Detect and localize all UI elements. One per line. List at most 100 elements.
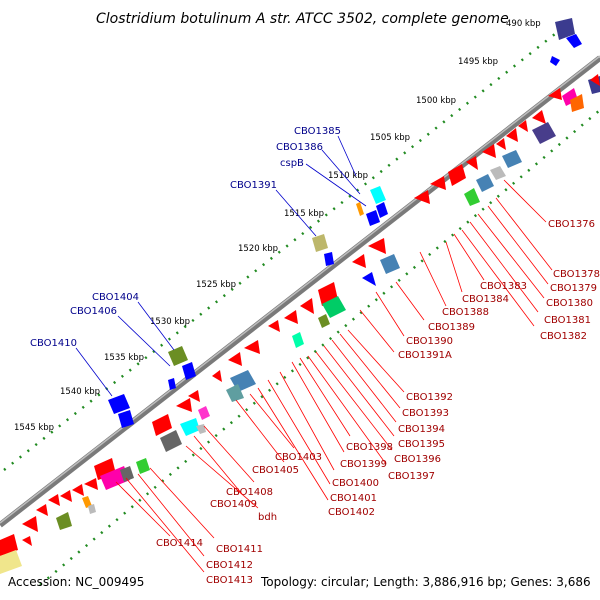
gene-label: CBO1394 (398, 424, 445, 435)
gene-block (292, 332, 304, 348)
gene-arrow (176, 398, 192, 412)
leader-line (419, 251, 447, 307)
leader-line (279, 371, 335, 471)
gene-label: CBO1404 (92, 292, 139, 303)
leader-line (249, 393, 295, 449)
gene-arrow (118, 410, 134, 428)
leader-line (117, 315, 171, 367)
leader-line (267, 379, 331, 485)
tick-label: 490 kbp (506, 19, 541, 29)
gene-label: CBO1401 (330, 493, 377, 504)
gene-block (226, 384, 244, 402)
leader-line (359, 309, 395, 353)
gene-arrow (496, 138, 506, 150)
inner-dotted-track (39, 109, 600, 586)
gene-arrow (48, 494, 60, 506)
gene-block (312, 234, 328, 252)
gene-label: CBO1381 (544, 315, 591, 326)
leader-line (115, 481, 171, 537)
gene-arrow (212, 370, 222, 382)
gene-arrow (60, 490, 72, 502)
gene-label: CBO1391A (398, 350, 452, 361)
leader-line (235, 399, 285, 463)
gene-label: CBO1388 (442, 307, 489, 318)
gene-block (136, 458, 150, 474)
leader-line (321, 149, 361, 195)
gene-arrow (590, 74, 600, 86)
gene-block (318, 314, 330, 328)
gene-label: CBO1414 (156, 538, 203, 549)
leader-line (375, 291, 405, 337)
gene-label: CBO1410 (30, 338, 77, 349)
leader-line (487, 205, 549, 285)
gene-label: CBO1412 (206, 560, 253, 571)
reverse-gene-labels: CBO1385 CBO1386 cspB CBO1391 CBO1404 CBO… (30, 126, 367, 397)
genome-backbone (0, 55, 600, 528)
gene-label: CBO1399 (340, 459, 387, 470)
gene-label: cspB (280, 158, 304, 169)
gene-arrow (548, 88, 562, 100)
tick-label: 1540 kbp (60, 387, 100, 397)
gene-block (198, 406, 210, 420)
gene-block (464, 188, 480, 206)
map-title: Clostridium botulinum A str. ATCC 3502, … (96, 11, 509, 27)
gene-block (356, 202, 364, 216)
gene-label: CBO1376 (548, 219, 595, 230)
gene-label: CBO1409 (210, 499, 257, 510)
leader-line (307, 355, 387, 465)
gene-block (532, 122, 556, 144)
gene-block (180, 418, 200, 436)
leader-line (185, 445, 259, 509)
tick-label: 1515 kbp (284, 209, 324, 219)
leader-line (315, 351, 393, 451)
gene-block (0, 534, 18, 556)
leader-line (503, 179, 547, 223)
leader-line (193, 435, 243, 495)
leader-line (461, 229, 535, 327)
gene-arrow (466, 156, 478, 170)
leader-line (477, 213, 545, 299)
gene-arrow (36, 504, 48, 516)
gene-label: CBO1385 (294, 126, 341, 137)
kbp-ticks: 490 kbp 1495 kbp 1500 kbp 1505 kbp 1510 … (14, 19, 541, 433)
leader-line (291, 361, 345, 453)
leader-line (347, 329, 405, 393)
tick-label: 1510 kbp (328, 171, 368, 181)
gene-arrow (352, 254, 366, 268)
tick-label: 1500 kbp (416, 96, 456, 106)
gene-block (56, 512, 72, 530)
gene-arrow (182, 362, 196, 380)
gene-arrow (430, 176, 446, 190)
gene-arrow (22, 516, 38, 532)
gene-label: CBO1384 (462, 294, 509, 305)
gene-arrow (550, 56, 560, 66)
gene-label: CBO1397 (388, 471, 435, 482)
gene-label: CBO1406 (70, 306, 117, 317)
gene-block (168, 346, 188, 366)
outer-dotted-track (3, 29, 561, 471)
leader-line (137, 473, 205, 557)
gene-arrow (362, 272, 376, 286)
gene-arrow (284, 310, 298, 324)
leader-line (453, 233, 485, 281)
leader-line (125, 477, 205, 573)
gene-block (108, 394, 130, 414)
forward-gene-labels: CBO1376 CBO1378 CBO1379 CBO1380 CBO1381 … (115, 179, 600, 586)
gene-label: CBO1411 (216, 544, 263, 555)
gene-label: CBO1402 (328, 507, 375, 518)
gene-arrow (324, 252, 334, 266)
tick-label: 1505 kbp (370, 133, 410, 143)
tick-label: 1545 kbp (14, 423, 54, 433)
gene-arrow (414, 190, 430, 204)
leader-line (445, 241, 463, 293)
gene-label: CBO1392 (406, 392, 453, 403)
gene-block (570, 94, 584, 112)
tick-label: 1495 kbp (458, 57, 498, 67)
gene-block (88, 504, 96, 514)
gene-label: CBO1383 (480, 281, 527, 292)
gene-block (448, 164, 466, 186)
gene-arrow (366, 210, 380, 226)
gene-label: CBO1390 (406, 336, 453, 347)
gene-label: CBO1382 (540, 331, 587, 342)
genome-summary-text: Topology: circular; Length: 3,886,916 bp… (260, 575, 591, 589)
